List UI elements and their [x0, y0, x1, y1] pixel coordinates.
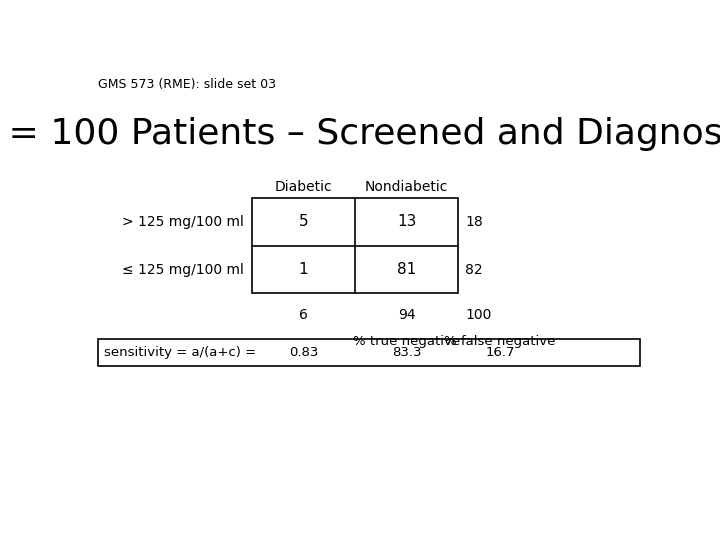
- Text: 5: 5: [299, 214, 308, 230]
- Text: ≤ 125 mg/100 ml: ≤ 125 mg/100 ml: [122, 262, 243, 276]
- Bar: [99, 339, 639, 366]
- Text: 83.3: 83.3: [392, 346, 421, 359]
- Bar: [252, 198, 458, 293]
- Text: 81: 81: [397, 262, 416, 277]
- Text: 6: 6: [299, 308, 308, 322]
- Text: sensitivity = a/(a+c) =: sensitivity = a/(a+c) =: [104, 346, 256, 359]
- Text: 13: 13: [397, 214, 416, 230]
- Text: Diabetic: Diabetic: [274, 180, 332, 194]
- Text: Nondiabetic: Nondiabetic: [365, 180, 449, 194]
- Text: 1: 1: [299, 262, 308, 277]
- Text: GMS 573 (RME): slide set 03: GMS 573 (RME): slide set 03: [99, 78, 276, 91]
- Text: N = 100 Patients – Screened and Diagnosed: N = 100 Patients – Screened and Diagnose…: [0, 117, 720, 151]
- Text: > 125 mg/100 ml: > 125 mg/100 ml: [122, 215, 243, 229]
- Text: 82: 82: [465, 262, 482, 276]
- Text: 100: 100: [465, 308, 491, 322]
- Text: % true negative: % true negative: [353, 335, 460, 348]
- Text: 16.7: 16.7: [485, 346, 515, 359]
- Text: 0.83: 0.83: [289, 346, 318, 359]
- Text: % false negative: % false negative: [444, 335, 556, 348]
- Text: 94: 94: [398, 308, 415, 322]
- Text: 18: 18: [465, 215, 482, 229]
